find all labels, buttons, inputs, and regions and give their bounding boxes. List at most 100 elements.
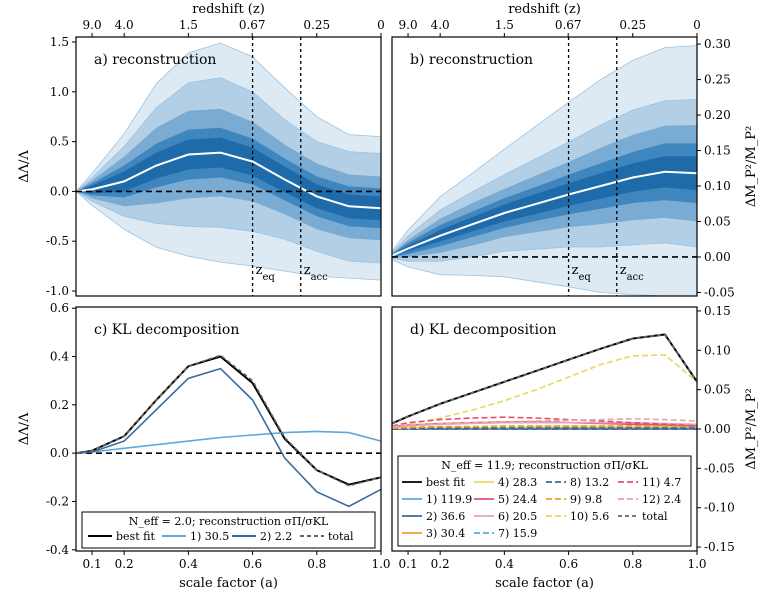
y-tick-label: 0.4 — [50, 350, 69, 364]
y-tick-label: 0.25 — [704, 73, 731, 87]
plot-area-b — [392, 37, 697, 296]
axes-frame — [75, 306, 382, 552]
panel-a: zeq zacc a) reconstruction -1.0 -0.5 0.0 0.5 1.… — [17, 2, 385, 298]
top-tick-label: 0 — [693, 18, 701, 32]
top-tick-label: 9.0 — [399, 18, 418, 32]
series-line-3 — [76, 354, 381, 487]
y-tick-label: -0.2 — [46, 494, 69, 508]
axes-frame — [75, 36, 382, 297]
y-tick-label: 1.5 — [50, 35, 69, 49]
series-line-1 — [76, 430, 381, 454]
y-axis-label: ΔM_P²/M_P² — [744, 126, 759, 207]
median-line — [76, 151, 381, 210]
top-tick-label: 4.0 — [431, 18, 450, 32]
legend-entry: 2) 2.2 — [260, 530, 292, 543]
y-axis-label: ΔΛ/Λ — [17, 150, 32, 183]
legend-entry: 1) 30.5 — [190, 530, 229, 543]
legend-title: N_eff = 2.0; reconstruction σΠ/σKL — [129, 515, 329, 528]
panel-title: b) reconstruction — [410, 52, 533, 68]
x-tick-label: 0.6 — [559, 557, 578, 571]
top-axis-label: redshift (z) — [508, 2, 581, 17]
y-tick-label: -0.15 — [704, 540, 735, 554]
y-tick-label: 0.15 — [704, 144, 731, 158]
plot-area-c — [76, 354, 381, 508]
legend-entry: 11) 4.7 — [642, 476, 681, 489]
y-tick-label: 0.05 — [704, 214, 731, 228]
x-tick-label: 1.0 — [687, 557, 706, 571]
panel-title: a) reconstruction — [94, 52, 216, 68]
y-tick-label: -1.0 — [46, 284, 69, 298]
panel-b: zeq zacc b) reconstruction -0.05 0.00 0.05 0.1… — [391, 2, 759, 299]
top-tick-label: 0.25 — [619, 18, 646, 32]
annotation-label-1: zacc — [620, 263, 644, 283]
top-tick-label: 1.5 — [495, 18, 514, 32]
annotation-label-0: zeq — [256, 263, 276, 283]
y-tick-label: -0.4 — [46, 543, 70, 557]
legend-box — [81, 511, 376, 549]
legend-entry: 7) 15.9 — [498, 527, 537, 540]
legend-entry: 8) 13.2 — [570, 476, 609, 489]
legend-entry: 5) 24.4 — [498, 493, 537, 506]
y-tick-label: 0.2 — [50, 398, 69, 412]
annotation-label-1: zacc — [304, 263, 328, 283]
panel-d: d) KL decomposition -0.15 -0.10 -0.05 0.00 0.… — [391, 304, 759, 591]
plot-area-a — [76, 37, 381, 296]
y-tick-label: -0.05 — [704, 461, 735, 475]
top-tick-label: 4.0 — [115, 18, 134, 32]
y-tick-label: -0.05 — [704, 285, 735, 299]
top-tick-label: 0.67 — [239, 18, 266, 32]
y-tick-label: 0.0 — [50, 184, 69, 198]
y-tick-label: 0.5 — [50, 135, 69, 149]
series-line-8 — [392, 427, 697, 430]
legend-entry: best fit — [116, 530, 155, 543]
x-axis-label: scale factor (a) — [179, 576, 278, 591]
annotation-label-0: zeq — [572, 263, 592, 283]
y-tick-label: 0.00 — [704, 250, 731, 264]
x-axis-label: scale factor (a) — [495, 576, 594, 591]
top-axis-label: redshift (z) — [192, 2, 265, 17]
series-line-9 — [392, 425, 697, 429]
legend-entry: 2) 36.6 — [426, 510, 465, 523]
y-tick-label: -0.10 — [704, 501, 735, 515]
panel-title: c) KL decomposition — [94, 322, 239, 338]
legend-entry: 6) 20.5 — [498, 510, 537, 523]
plot-area-d — [392, 333, 697, 430]
y-tick-label: 0.30 — [704, 37, 731, 51]
x-tick-label: 0.4 — [179, 557, 198, 571]
x-tick-label: 0.1 — [83, 557, 102, 571]
legend-title: N_eff = 11.9; reconstruction σΠ/σKL — [441, 459, 648, 472]
x-tick-label: 0.2 — [115, 557, 134, 571]
legend-entry: best fit — [426, 476, 465, 489]
axes-frame — [391, 36, 698, 297]
x-tick-label: 0.1 — [399, 557, 418, 571]
confidence-band-2 — [76, 127, 381, 229]
x-tick-label: 0.2 — [431, 557, 450, 571]
y-tick-label: 0.15 — [704, 304, 731, 318]
y-tick-label: 0.6 — [50, 301, 69, 315]
panel-title: d) KL decomposition — [410, 322, 556, 338]
y-axis-label: ΔM_P²/M_P² — [744, 388, 759, 469]
legend-entry: total — [642, 510, 668, 523]
series-line-0 — [392, 333, 697, 425]
y-tick-label: 0.0 — [50, 446, 69, 460]
series-line-13 — [392, 333, 697, 425]
y-tick-label: 0.10 — [704, 179, 731, 193]
median-line — [392, 170, 697, 257]
legend-entry: 9) 9.8 — [570, 493, 602, 506]
legend-entry: 3) 30.4 — [426, 527, 465, 540]
y-axis-label: ΔΛ/Λ — [17, 412, 32, 445]
legend-entry: total — [328, 530, 354, 543]
top-tick-label: 1.5 — [179, 18, 198, 32]
x-tick-label: 0.8 — [623, 557, 642, 571]
legend-entry: 4) 28.3 — [498, 476, 537, 489]
top-tick-label: 0 — [377, 18, 385, 32]
x-tick-label: 0.4 — [495, 557, 514, 571]
y-tick-label: 1.0 — [50, 85, 69, 99]
x-tick-label: 0.6 — [243, 557, 262, 571]
top-tick-label: 0.67 — [555, 18, 582, 32]
panel-c: c) KL decomposition -0.4 -0.2 0.0 0.2 0.4 0.6 Δ… — [17, 301, 391, 591]
series-line-2 — [76, 367, 381, 508]
y-tick-label: 0.00 — [704, 422, 731, 436]
top-tick-label: 0.25 — [303, 18, 330, 32]
